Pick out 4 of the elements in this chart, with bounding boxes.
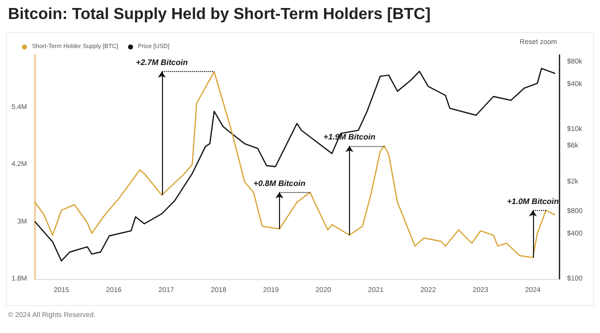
annotation: +0.8M Bitcoin: [254, 178, 306, 188]
annotation: +1.0M Bitcoin: [506, 196, 559, 206]
annotation: +2.7M Bitcoin: [136, 58, 188, 68]
chart-title: Bitcoin: Total Supply Held by Short-Term Holders [BTC]: [8, 6, 431, 24]
